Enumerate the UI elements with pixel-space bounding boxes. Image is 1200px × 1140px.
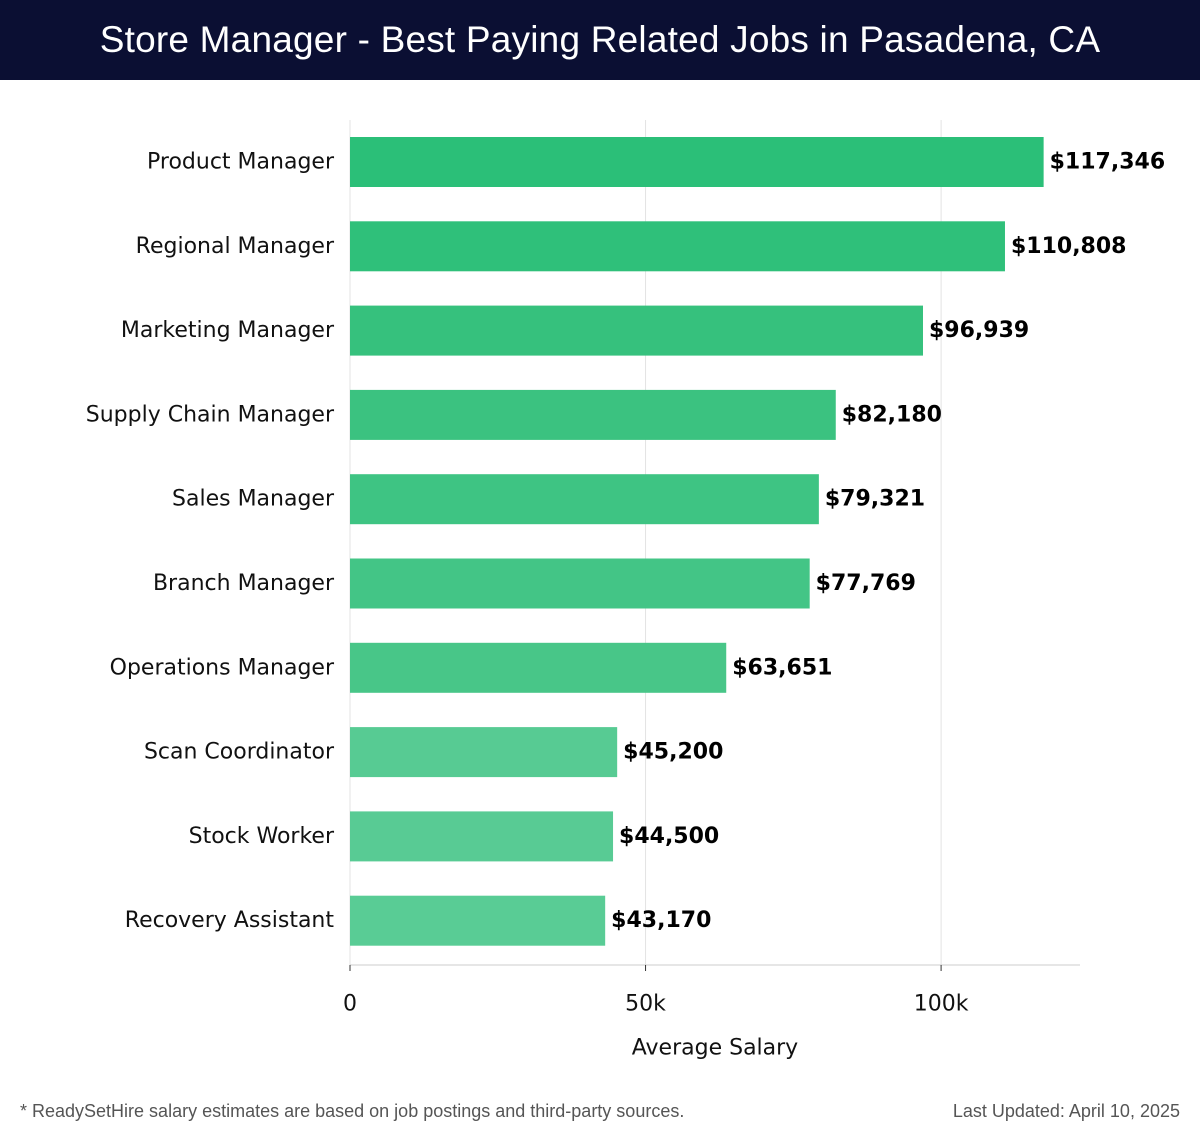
value-label: $79,321 bbox=[825, 487, 925, 512]
bar bbox=[350, 389, 836, 440]
value-label: $44,500 bbox=[619, 824, 719, 849]
source-note: * ReadySetHire salary estimates are base… bbox=[20, 1101, 685, 1121]
bar bbox=[350, 811, 614, 862]
bar bbox=[350, 221, 1005, 272]
category-label: Sales Manager bbox=[172, 487, 335, 512]
x-tick-label: 0 bbox=[343, 992, 357, 1017]
bar bbox=[350, 895, 606, 946]
category-label: Supply Chain Manager bbox=[86, 402, 335, 427]
last-updated: Last Updated: April 10, 2025 bbox=[952, 1101, 1180, 1121]
category-label: Recovery Assistant bbox=[125, 908, 335, 933]
x-axis-title: Average Salary bbox=[632, 1036, 798, 1061]
category-label: Product Manager bbox=[147, 150, 335, 175]
value-label: $110,808 bbox=[1011, 234, 1127, 259]
value-label: $45,200 bbox=[623, 740, 723, 765]
category-label: Marketing Manager bbox=[121, 318, 335, 343]
bar bbox=[350, 558, 810, 609]
bar bbox=[350, 305, 923, 356]
value-label: $96,939 bbox=[929, 318, 1029, 343]
bar bbox=[350, 137, 1044, 187]
bar bbox=[350, 642, 727, 693]
category-label: Regional Manager bbox=[136, 234, 335, 259]
value-label: $82,180 bbox=[842, 402, 942, 427]
category-label: Stock Worker bbox=[189, 824, 335, 849]
category-label: Operations Manager bbox=[110, 655, 335, 680]
category-label: Scan Coordinator bbox=[144, 740, 335, 765]
chart-title: Store Manager - Best Paying Related Jobs… bbox=[99, 19, 1101, 60]
category-label: Branch Manager bbox=[153, 571, 335, 596]
bar bbox=[350, 474, 819, 525]
bar bbox=[350, 727, 618, 778]
x-tick-label: 100k bbox=[914, 992, 969, 1017]
x-tick-label: 50k bbox=[625, 992, 666, 1017]
value-label: $43,170 bbox=[611, 908, 711, 933]
value-label: $117,346 bbox=[1050, 150, 1166, 175]
value-label: $77,769 bbox=[816, 571, 916, 596]
chart-header: Store Manager - Best Paying Related Jobs… bbox=[0, 0, 1200, 80]
value-label: $63,651 bbox=[732, 655, 832, 680]
